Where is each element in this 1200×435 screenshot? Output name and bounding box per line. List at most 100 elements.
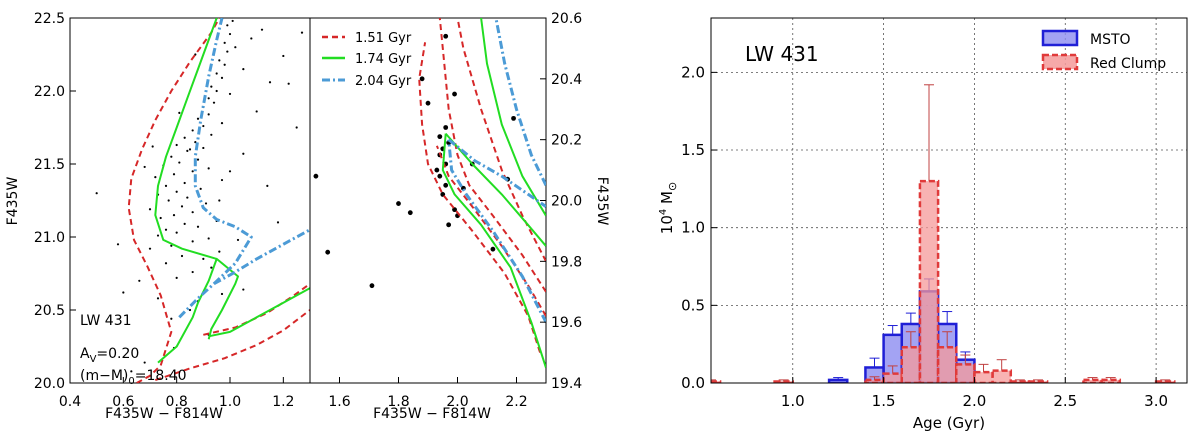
cmd-left-isochrone-2-04-gyr bbox=[193, 18, 253, 285]
cmd-left-isochrone-1-74-gyr bbox=[208, 287, 310, 338]
cmd-left-star-point bbox=[183, 222, 186, 225]
cmd-left-isochrone-1-51-gyr bbox=[203, 282, 310, 336]
cmd-right-isochrone-1-74-gyr bbox=[441, 133, 546, 369]
cmd-left-star-point bbox=[151, 145, 154, 148]
histogram-y-tick-label: 1.0 bbox=[681, 219, 705, 237]
cmd-left-x-tick-label: 0.4 bbox=[59, 394, 81, 410]
cmd-left-star-point bbox=[186, 149, 189, 152]
cmd-left-star-point bbox=[159, 216, 162, 220]
cmd-left-star-point bbox=[220, 178, 224, 182]
cmd-left-star-point bbox=[223, 63, 226, 66]
cmd-left-y-tick-label: 21.0 bbox=[34, 230, 65, 246]
red-clump-bar bbox=[973, 370, 994, 383]
cmd-left-star-point bbox=[178, 161, 181, 164]
cmd-left-star-point bbox=[210, 85, 213, 88]
cmd-legend: 1.51 Gyr 1.74 Gyr 2.04 Gyr bbox=[322, 31, 412, 89]
cmd-left-star-point bbox=[191, 240, 194, 243]
cmd-left-star-point bbox=[180, 254, 184, 258]
cmd-left-y-tick-label: 20.5 bbox=[34, 303, 65, 319]
legend-swatch-msto bbox=[1041, 29, 1079, 47]
cmd-left-star-point bbox=[164, 262, 168, 265]
cmd-left-x-tick-label: 1.0 bbox=[219, 394, 241, 410]
cmd-right-star-point bbox=[425, 100, 431, 106]
legend-label-red-clump: Red Clump bbox=[1090, 56, 1166, 72]
cmd-left-star-point bbox=[178, 111, 181, 114]
cmd-left-star-point bbox=[215, 89, 218, 93]
cmd-left-star-point bbox=[175, 190, 178, 193]
cmd-left-star-point bbox=[242, 152, 245, 155]
cmd-left-star-point bbox=[212, 101, 216, 104]
cmd-left-star-point bbox=[228, 170, 232, 173]
cmd-left-x-axis-label: F435W − F814W bbox=[105, 406, 223, 422]
cmd-left-star-point bbox=[255, 110, 258, 113]
cmd-left-y-tick-label: 20.0 bbox=[34, 376, 65, 392]
cmd-right-y-tick-label: 19.8 bbox=[551, 254, 582, 270]
cmd-left-star-point bbox=[202, 146, 205, 150]
cmd-left-star-point bbox=[164, 228, 168, 231]
distance-modulus-annotation: (m−M)0=18.40 bbox=[80, 368, 187, 387]
red-clump-bar bbox=[882, 372, 904, 383]
red-clump-bar bbox=[900, 346, 922, 383]
cmd-right-star-point bbox=[490, 246, 496, 252]
cmd-left-star-point bbox=[196, 225, 200, 228]
cmd-left-star-point bbox=[143, 165, 146, 169]
cmd-left-star-point bbox=[138, 279, 141, 282]
cmd-right-y-tick-label: 20.2 bbox=[551, 133, 582, 149]
cmd-right-x-tick-label: 1.8 bbox=[387, 394, 409, 410]
age-histogram-panel: 1.0 1.5 2.0 2.5 3.0 0.0 0.5 1.0 1.5 2.0 Age (Gyr)… bbox=[658, 17, 1188, 432]
cmd-left-star-point bbox=[191, 129, 194, 132]
cmd-right-panel: 1.6 1.8 2.0 2.2 19.4 19.6 19.8 20.0 20.2 20.4 20.6… bbox=[309, 11, 610, 422]
cmd-right-y-tick-label: 19.4 bbox=[551, 376, 582, 392]
cmd-left-star-point bbox=[231, 19, 234, 23]
legend-label-msto: MSTO bbox=[1090, 32, 1131, 48]
cmd-right-x-axis-label: F435W − F814W bbox=[373, 406, 491, 422]
cmd-left-star-point bbox=[276, 221, 280, 224]
cmd-left-star-point bbox=[242, 68, 245, 71]
cmd-left-star-point bbox=[287, 82, 290, 85]
cmd-left-star-point bbox=[183, 181, 186, 185]
cmd-right-star-point bbox=[325, 249, 331, 255]
cmd-right-isochrone-1-74-gyr bbox=[480, 18, 546, 217]
histogram-y-tick-label: 1.5 bbox=[681, 141, 705, 159]
cmd-left-isochrone-1-74-gyr bbox=[154, 18, 218, 260]
cmd-left-star-point bbox=[191, 211, 194, 214]
cmd-right-isochrone-2-04-gyr bbox=[447, 138, 546, 208]
histogram-y-tick-label: 0.5 bbox=[681, 296, 705, 314]
cmd-left-star-point bbox=[202, 124, 205, 128]
cmd-left-y-tick-label: 22.5 bbox=[34, 11, 65, 27]
cmd-left-star-point bbox=[196, 117, 200, 120]
cmd-right-y-tick-label: 19.6 bbox=[551, 315, 582, 331]
cmd-left-star-point bbox=[207, 97, 210, 100]
cmd-left-star-point bbox=[130, 370, 133, 373]
cmd-left-x-tick-label: 0.6 bbox=[112, 394, 134, 410]
histogram-x-axis-label: Age (Gyr) bbox=[913, 414, 985, 432]
cmd-left-star-point bbox=[204, 202, 208, 205]
cmd-left-star-point bbox=[170, 244, 173, 247]
cmd-right-isochrone-1-74-gyr bbox=[444, 132, 546, 247]
cmd-right-ticks: 1.6 1.8 2.0 2.2 19.4 19.6 19.8 20.0 20.2 20.4 20.6 bbox=[328, 11, 582, 410]
cmd-left-star-point bbox=[148, 208, 152, 211]
histogram-legend: MSTO Red Clump bbox=[1041, 29, 1166, 72]
cmd-left-star-point bbox=[175, 143, 178, 147]
cmd-right-star-point bbox=[437, 134, 443, 140]
cmd-right-star-point bbox=[396, 201, 401, 206]
cmd-left-star-point bbox=[186, 196, 189, 199]
cmd-right-isochrone-1-51-gyr bbox=[418, 42, 542, 353]
red-clump-bar bbox=[711, 380, 722, 383]
cmd-right-star-point bbox=[443, 182, 449, 188]
cmd-right-star-point bbox=[407, 210, 413, 216]
cmd-left-star-point bbox=[207, 113, 210, 116]
cmd-left-star-point bbox=[207, 237, 210, 240]
extinction-annotation: AV=0.20 bbox=[80, 346, 139, 365]
histogram-y-axis-label: 104 M⊙ bbox=[658, 182, 679, 234]
red-clump-bar bbox=[955, 363, 976, 383]
cmd-left-y-tick-label: 22.0 bbox=[34, 84, 65, 100]
cmd-left-star-point bbox=[170, 155, 173, 158]
cmd-left-star-point bbox=[196, 158, 200, 161]
cmd-left-star-point bbox=[194, 53, 197, 56]
cmd-left-star-point bbox=[218, 59, 221, 62]
cmd-left-star-point bbox=[295, 126, 298, 129]
histogram-plot-area bbox=[711, 84, 1176, 383]
cmd-left-star-point bbox=[172, 214, 176, 217]
